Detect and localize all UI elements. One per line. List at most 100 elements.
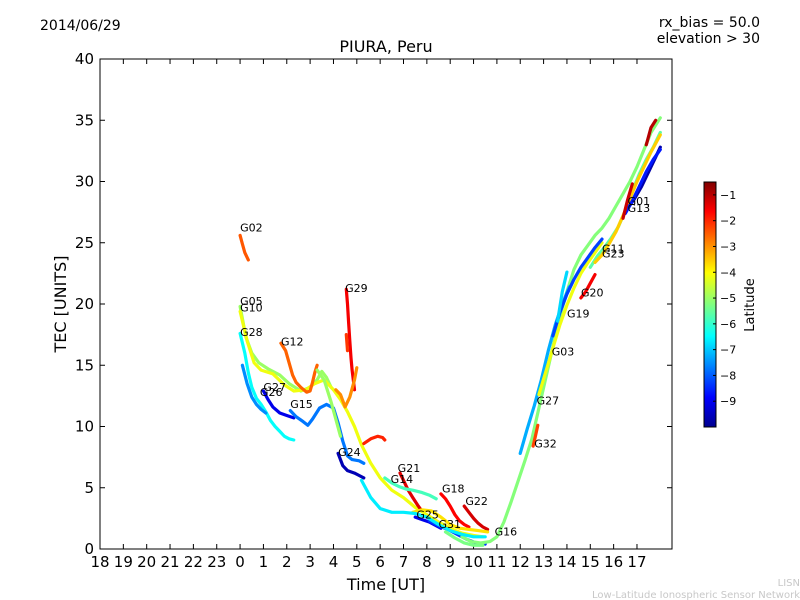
x-tick-label: 12 (511, 553, 530, 571)
satellite-label: G12 (281, 336, 304, 349)
satellite-labels: G02G05G10G28G27G26G12G15G29G24G21G14G18G… (240, 195, 650, 539)
x-tick-label: 17 (627, 553, 646, 571)
footer-network: Low-Latitude Ionospheric Sensor Network (592, 590, 800, 600)
x-tick-label: 9 (445, 553, 455, 571)
series-trace (383, 476, 438, 501)
series-trace (344, 287, 357, 392)
series-trace (439, 492, 471, 529)
colorbar-tick-label: −7 (720, 344, 736, 357)
satellite-label: G15 (290, 398, 313, 411)
y-tick-label: 15 (75, 356, 94, 374)
series-trace (644, 118, 658, 147)
y-axis-label: TEC [UNITS] (51, 256, 70, 354)
x-tick-label: 15 (581, 553, 600, 571)
x-tick-label: 4 (329, 553, 339, 571)
colorbar-tick-label: −1 (720, 189, 736, 202)
colorbar-label: Latitude (743, 278, 758, 332)
satellite-label: G27 (263, 381, 286, 394)
footer-lisn: LISN (778, 578, 800, 589)
x-tick-label: 22 (184, 553, 203, 571)
x-tick-label: 11 (487, 553, 506, 571)
axis-ticks: 18 19 20 21 22 23 0 1 2 3 4 5 6 7 8 9 10 11 12 13 14 15 16 1705… (75, 50, 672, 571)
series-trace (261, 389, 296, 420)
satellite-label: G26 (260, 386, 283, 399)
x-tick-label: 13 (534, 553, 553, 571)
colorbar-tick-label: −6 (720, 318, 736, 331)
series-layer (238, 116, 662, 547)
y-tick-label: 25 (75, 234, 94, 252)
x-axis-label: Time [UT] (346, 575, 425, 594)
series-trace (315, 368, 343, 438)
y-tick-label: 35 (75, 111, 94, 129)
satellite-label: G02 (240, 222, 263, 235)
satellite-label: G32 (534, 437, 557, 450)
satellite-label: G10 (240, 301, 263, 314)
colorbar-ticks: −1 −2 −3 −4 −5 −6 −7 −8 −9 (713, 189, 736, 408)
satellite-label: G27 (537, 394, 560, 407)
series-trace (238, 309, 485, 539)
x-tick-label: 20 (137, 553, 156, 571)
y-tick-label: 0 (84, 540, 94, 558)
y-tick-label: 20 (75, 295, 94, 313)
x-tick-label: 7 (399, 553, 409, 571)
satellite-label: G13 (628, 202, 651, 215)
x-tick-label: 16 (604, 553, 623, 571)
satellite-label: G22 (465, 495, 488, 508)
series-trace (359, 478, 487, 539)
satellite-label: G31 (439, 518, 462, 531)
x-tick-label: 0 (235, 553, 245, 571)
series-trace (362, 434, 387, 446)
satellite-label: G16 (495, 526, 518, 539)
x-tick-label: 1 (259, 553, 269, 571)
x-tick-label: 21 (160, 553, 179, 571)
series-trace (411, 508, 490, 534)
rx-bias-label: rx_bias = 50.0 (659, 15, 760, 31)
colorbar-tick-label: −9 (720, 395, 736, 408)
colorbar-tick-label: −4 (720, 266, 736, 279)
chart-title: PIURA, Peru (339, 37, 432, 56)
series-trace (344, 333, 350, 353)
series-trace (462, 504, 490, 532)
series-trace (398, 471, 423, 512)
colorbar (703, 181, 717, 428)
x-tick-label: 18 (90, 553, 109, 571)
x-tick-label: 8 (422, 553, 432, 571)
series-trace (555, 270, 569, 323)
series-trace (240, 363, 268, 415)
satellite-label: G11 (602, 243, 625, 256)
series-trace (579, 273, 597, 300)
x-tick-label: 6 (375, 553, 385, 571)
colorbar-tick-label: −3 (720, 240, 736, 253)
series-trace (531, 423, 540, 448)
colorbar-tick-label: −2 (720, 215, 736, 228)
series-trace (288, 402, 366, 465)
series-trace (537, 241, 604, 397)
x-tick-label: 23 (207, 553, 226, 571)
satellite-label: G03 (552, 345, 575, 358)
colorbar-tick-label: −8 (720, 369, 736, 382)
elevation-label: elevation > 30 (657, 31, 760, 47)
series-trace (279, 341, 319, 394)
satellite-label: G19 (567, 307, 590, 320)
x-tick-label: 3 (305, 553, 315, 571)
series-trace (336, 451, 366, 480)
series-trace (621, 182, 634, 220)
satellite-label: G28 (240, 326, 263, 339)
y-tick-label: 40 (75, 50, 94, 68)
satellite-label: G23 (602, 247, 625, 260)
x-tick-label: 10 (464, 553, 483, 571)
y-tick-label: 30 (75, 173, 94, 191)
satellite-label: G25 (416, 508, 439, 521)
series-trace (623, 148, 662, 215)
satellite-label: G21 (398, 462, 421, 475)
colorbar-tick-label: −5 (720, 292, 736, 305)
satellite-label: G20 (581, 287, 604, 300)
satellite-label: G18 (442, 483, 465, 496)
series-trace (238, 233, 250, 262)
x-tick-label: 2 (282, 553, 292, 571)
satellite-label: G05 (240, 295, 263, 308)
y-tick-label: 10 (75, 418, 94, 436)
plot-area (99, 58, 673, 550)
x-tick-label: 19 (114, 553, 133, 571)
